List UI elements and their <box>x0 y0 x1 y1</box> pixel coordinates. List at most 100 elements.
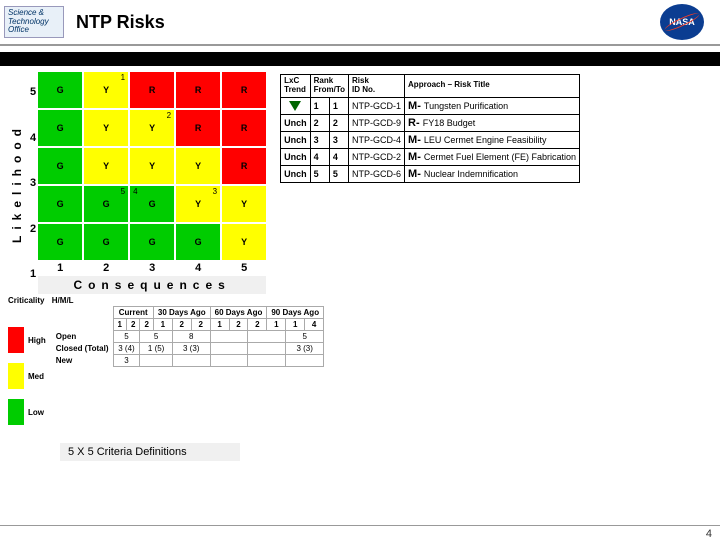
x-tick: 3 <box>130 262 174 274</box>
matrix-cell: Y <box>84 148 128 184</box>
science-tech-logo: Science & Technology Office <box>4 6 64 38</box>
risk-title-cell: R- FY18 Budget <box>405 114 580 131</box>
summary-cell: 3 (4) <box>113 343 140 355</box>
rank-to: 5 <box>329 165 348 182</box>
matrix-cell: Y1 <box>84 72 128 108</box>
crit-swatch <box>8 327 24 353</box>
cell-marker: 1 <box>121 73 125 82</box>
black-divider <box>0 52 720 66</box>
matrix-cell: G <box>130 224 174 260</box>
approach-code: M- <box>408 134 424 146</box>
summary-cell: 8 <box>172 331 210 343</box>
trend-cell: Unch <box>281 114 311 131</box>
risk-title: Tungsten Purification <box>424 101 508 111</box>
y-tick: 1 <box>30 268 36 280</box>
summary-cell: 3 <box>113 355 140 367</box>
matrix-and-x: GY1RRRGYY2RRGYYYRGG5G4Y3YGGGGY 12345 Con… <box>38 72 266 294</box>
risk-id: NTP-GCD-6 <box>349 165 405 182</box>
sub-header: 2 <box>248 319 267 331</box>
period-header: 30 Days Ago <box>153 307 210 319</box>
summary-row: Closed (Total)3 (4)1 (5)3 (3)3 (3) <box>52 343 324 355</box>
rank-to: 3 <box>329 131 348 148</box>
summary-table-wrap: H/M/L Current30 Days Ago60 Days Ago90 Da… <box>52 296 324 435</box>
matrix-cell: G <box>38 224 82 260</box>
risk-table-body: 11NTP-GCD-1M- Tungsten PurificationUnch2… <box>281 97 580 182</box>
footer-line <box>0 525 720 526</box>
matrix-cell: Y3 <box>176 186 220 222</box>
risk-row: Unch55NTP-GCD-6M- Nuclear Indemnificatio… <box>281 165 580 182</box>
rank-from: 4 <box>310 148 329 165</box>
matrix-cell: G <box>38 72 82 108</box>
criticality-column: Criticality HighMedLow <box>8 296 46 435</box>
rank-from: 2 <box>310 114 329 131</box>
risk-title-cell: M- Nuclear Indemnification <box>405 165 580 182</box>
crit-label: Low <box>28 408 44 417</box>
crit-label: High <box>28 336 46 345</box>
sub-header: 4 <box>305 319 324 331</box>
y-tick: 3 <box>30 177 36 189</box>
trend-cell: Unch <box>281 131 311 148</box>
risk-row: 11NTP-GCD-1M- Tungsten Purification <box>281 97 580 114</box>
summary-cell <box>210 343 248 355</box>
matrix-cell: G <box>176 224 220 260</box>
summary-row: New3 <box>52 355 324 367</box>
matrix-cell: Y <box>222 186 266 222</box>
summary-row-label: Closed (Total) <box>52 343 113 355</box>
sub-header: 2 <box>126 319 139 331</box>
rank-to: 4 <box>329 148 348 165</box>
sub-header: 2 <box>229 319 248 331</box>
crit-row: Med <box>8 363 46 389</box>
summary-cell: 3 (3) <box>172 343 210 355</box>
y-tick: 5 <box>30 86 36 98</box>
matrix-cell: R <box>222 110 266 146</box>
crit-label: Med <box>28 372 44 381</box>
trend-cell: Unch <box>281 165 311 182</box>
summary-cell: 3 (3) <box>286 343 324 355</box>
risk-row: Unch22NTP-GCD-9R- FY18 Budget <box>281 114 580 131</box>
matrix-wrap: Likelihood 54321 GY1RRRGYY2RRGYYYRGG5G4Y… <box>8 72 266 294</box>
nasa-logo: NASA <box>660 4 704 40</box>
y-axis-label: Likelihood <box>8 72 26 294</box>
approach-code: M- <box>408 151 424 163</box>
risk-th: RiskID No. <box>349 75 405 98</box>
risk-table: LxCTrendRankFrom/ToRiskID No.Approach – … <box>280 74 580 183</box>
crit-swatch <box>8 399 24 425</box>
trend-down-icon <box>289 101 301 111</box>
summary-cell: 1 (5) <box>140 343 172 355</box>
rank-from: 5 <box>310 165 329 182</box>
cell-marker: 3 <box>213 187 217 196</box>
summary-block: Criticality HighMedLow H/M/L Current30 D… <box>0 294 720 437</box>
risk-matrix: GY1RRRGYY2RRGYYYRGG5G4Y3YGGGGY <box>38 72 266 260</box>
y-ticks: 54321 <box>26 72 38 294</box>
cell-marker: 2 <box>167 111 171 120</box>
matrix-cell: R <box>130 72 174 108</box>
risk-title: Cermet Fuel Element (FE) Fabrication <box>424 152 576 162</box>
period-header: 60 Days Ago <box>210 307 267 319</box>
matrix-cell: R <box>222 148 266 184</box>
content: Likelihood 54321 GY1RRRGYY2RRGYYYRGG5G4Y… <box>0 72 720 294</box>
cell-marker: 5 <box>121 187 125 196</box>
x-tick: 1 <box>38 262 82 274</box>
summary-cell <box>248 331 286 343</box>
x-tick: 4 <box>176 262 220 274</box>
summary-cell <box>210 331 248 343</box>
x-tick: 5 <box>222 262 266 274</box>
crit-swatch <box>8 363 24 389</box>
nasa-text: NASA <box>669 17 695 27</box>
approach-code: M- <box>408 100 424 112</box>
summary-cell <box>248 355 286 367</box>
page-title: NTP Risks <box>76 12 165 33</box>
matrix-cell: G4 <box>130 186 174 222</box>
logo-left: Science & Technology Office NTP Risks <box>4 6 165 38</box>
summary-table: Current30 Days Ago60 Days Ago90 Days Ago… <box>52 306 324 367</box>
summary-cell: 5 <box>140 331 172 343</box>
sub-header: 2 <box>172 319 191 331</box>
matrix-cell: Y <box>176 148 220 184</box>
x-tick: 2 <box>84 262 128 274</box>
summary-cell: 5 <box>113 331 140 343</box>
crit-row: High <box>8 327 46 353</box>
sub-header: 1 <box>153 319 172 331</box>
rank-to: 2 <box>329 114 348 131</box>
criteria-link[interactable]: 5 X 5 Criteria Definitions <box>60 443 240 461</box>
approach-code: M- <box>408 168 424 180</box>
